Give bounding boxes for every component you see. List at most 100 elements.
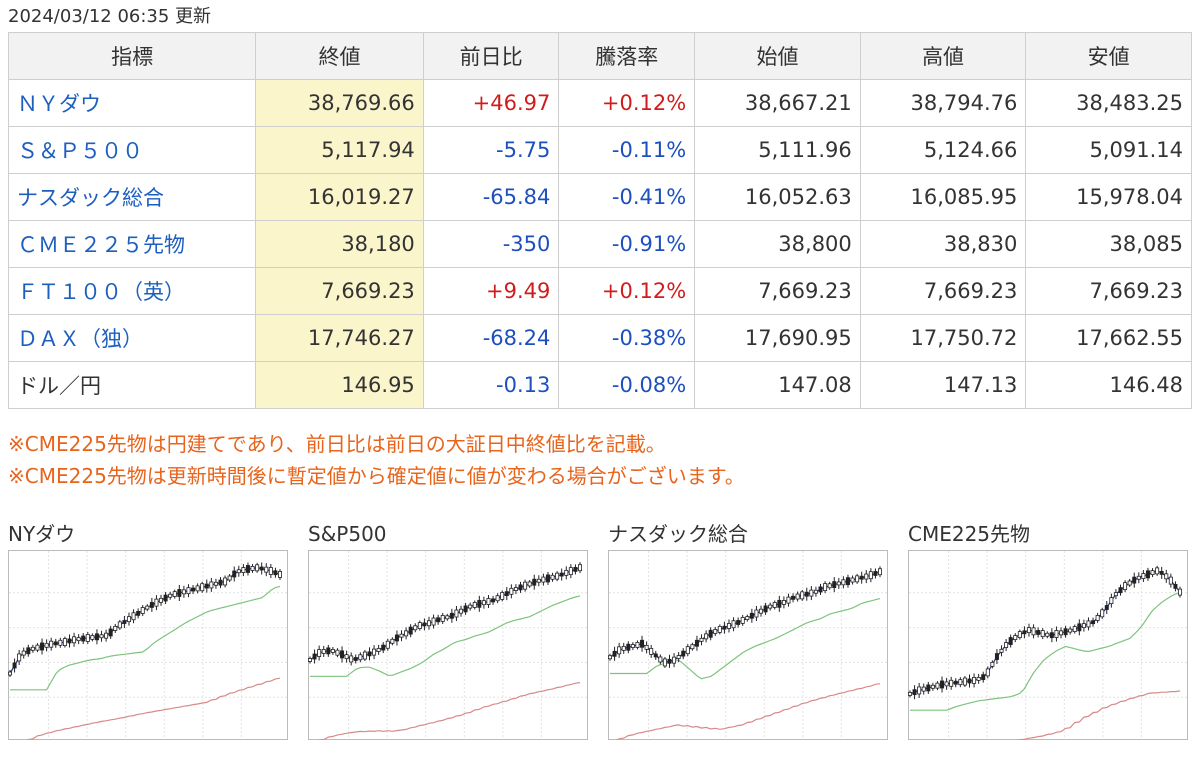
chart-canvas[interactable] <box>308 550 588 740</box>
chart-ny-dow[interactable]: NYダウ <box>8 518 292 740</box>
index-link[interactable]: ナスダック総合 <box>7 173 257 221</box>
candle-body <box>349 655 354 663</box>
candle-body <box>390 638 395 644</box>
chart-frame <box>908 550 1188 740</box>
rate-cell: -0.38% <box>558 314 696 362</box>
candle-body <box>786 596 791 604</box>
index-link[interactable]: Ｓ＆Ｐ５００ <box>7 126 257 174</box>
candle-body <box>527 581 532 587</box>
rate-cell: -0.11% <box>558 126 696 174</box>
candle-body <box>131 612 136 621</box>
candle-body <box>864 573 869 580</box>
candle-body <box>85 634 90 642</box>
high-cell: 38,794.76 <box>859 79 1027 127</box>
candle-body <box>209 581 214 589</box>
low-cell: 146.48 <box>1025 361 1192 409</box>
candle-body <box>218 579 223 586</box>
candle-body <box>308 658 312 662</box>
candle-body <box>667 658 672 664</box>
candle-body <box>699 637 704 642</box>
chart-canvas[interactable] <box>608 550 888 740</box>
change-cell: +9.49 <box>422 267 560 315</box>
close-cell: 16,019.27 <box>255 173 424 221</box>
candle-body <box>381 644 386 651</box>
candle-body <box>1113 592 1118 597</box>
candle-body <box>635 642 640 648</box>
candle-body <box>944 681 949 687</box>
chart-nasdaq[interactable]: ナスダック総合 <box>608 518 892 740</box>
candle-body <box>117 621 122 629</box>
chart-canvas[interactable] <box>8 550 288 740</box>
low-cell: 5,091.14 <box>1025 126 1192 174</box>
candle-body <box>1095 615 1100 621</box>
chart-cme225[interactable]: CME225先物 <box>908 518 1192 740</box>
candle-body <box>958 679 963 686</box>
candle-body <box>1031 627 1036 636</box>
candle-body <box>486 598 491 605</box>
market-index-table: 指標 終値 前日比 騰落率 始値 高値 安値 ＮＹダウ 38,769.66 +46.… <box>7 32 1192 409</box>
candle-body <box>981 674 986 681</box>
candle-body <box>1159 570 1164 575</box>
candle-body <box>376 647 381 652</box>
rate-cell: -0.41% <box>558 173 696 221</box>
candle-body <box>268 567 273 575</box>
candle-body <box>754 609 759 618</box>
candle-body <box>1072 626 1077 632</box>
candle-body <box>1141 573 1146 579</box>
candle-body <box>532 578 537 586</box>
candle-body <box>340 650 345 659</box>
candle-body <box>1145 570 1150 579</box>
chart-canvas[interactable] <box>908 550 1188 740</box>
candle-body <box>136 610 141 616</box>
candle-body <box>232 570 237 578</box>
index-link[interactable]: ＦＴ１００（英） <box>7 267 257 315</box>
open-cell: 16,052.63 <box>694 173 861 221</box>
rate-cell: -0.08% <box>558 361 696 409</box>
candle-body <box>330 649 335 653</box>
index-link[interactable]: ＣＭＥ２２５先物 <box>7 220 257 268</box>
change-cell: -350 <box>422 220 560 268</box>
candle-body <box>204 583 209 589</box>
chart-sp500[interactable]: S&P500 <box>308 518 592 740</box>
high-cell: 16,085.95 <box>859 173 1027 221</box>
candle-body <box>67 638 72 644</box>
chart-frame <box>608 550 888 740</box>
candle-body <box>426 620 431 627</box>
index-link[interactable]: ＤＡＸ（独） <box>7 314 257 362</box>
candle-body <box>921 686 926 692</box>
high-cell: 5,124.66 <box>859 126 1027 174</box>
index-link[interactable]: ＮＹダウ <box>7 79 257 127</box>
table-row: Ｓ＆Ｐ５００ 5,117.94 -5.75 -0.11% 5,111.96 5,124.6… <box>7 126 1192 174</box>
candle-body <box>145 605 150 610</box>
candle-body <box>836 581 841 586</box>
candle-body <box>845 577 850 586</box>
candle-body <box>912 689 917 696</box>
candle-body <box>504 591 509 597</box>
candle-body <box>413 625 418 631</box>
candle-body <box>694 639 699 647</box>
candle-body <box>1127 580 1132 586</box>
candle-body <box>140 607 145 614</box>
candle-body <box>949 679 954 687</box>
table-row: ＮＹダウ 38,769.66 +46.97 +0.12% 38,667.21 38,794… <box>7 79 1192 127</box>
candle-body <box>1081 623 1086 629</box>
table-row: ドル／円 146.95 -0.13 -0.08% 147.08 147.13 146.48 <box>7 361 1192 409</box>
candle-body <box>223 577 228 586</box>
candle-body <box>154 598 159 607</box>
candle-body <box>459 608 464 614</box>
candle-body <box>873 571 878 576</box>
candle-body <box>777 599 782 608</box>
candle-body <box>1022 630 1027 635</box>
ma-mid-line <box>10 585 281 691</box>
candle-body <box>1132 576 1137 584</box>
candle-body <box>513 587 518 592</box>
candle-body <box>1068 628 1073 633</box>
candle-body <box>795 593 800 600</box>
ma-long-line <box>1016 690 1181 740</box>
candle-body <box>813 589 818 594</box>
candle-body <box>104 632 109 639</box>
open-cell: 17,690.95 <box>694 314 861 362</box>
candle-body <box>908 691 912 696</box>
candle-body <box>1173 583 1178 589</box>
candle-body <box>362 651 367 660</box>
